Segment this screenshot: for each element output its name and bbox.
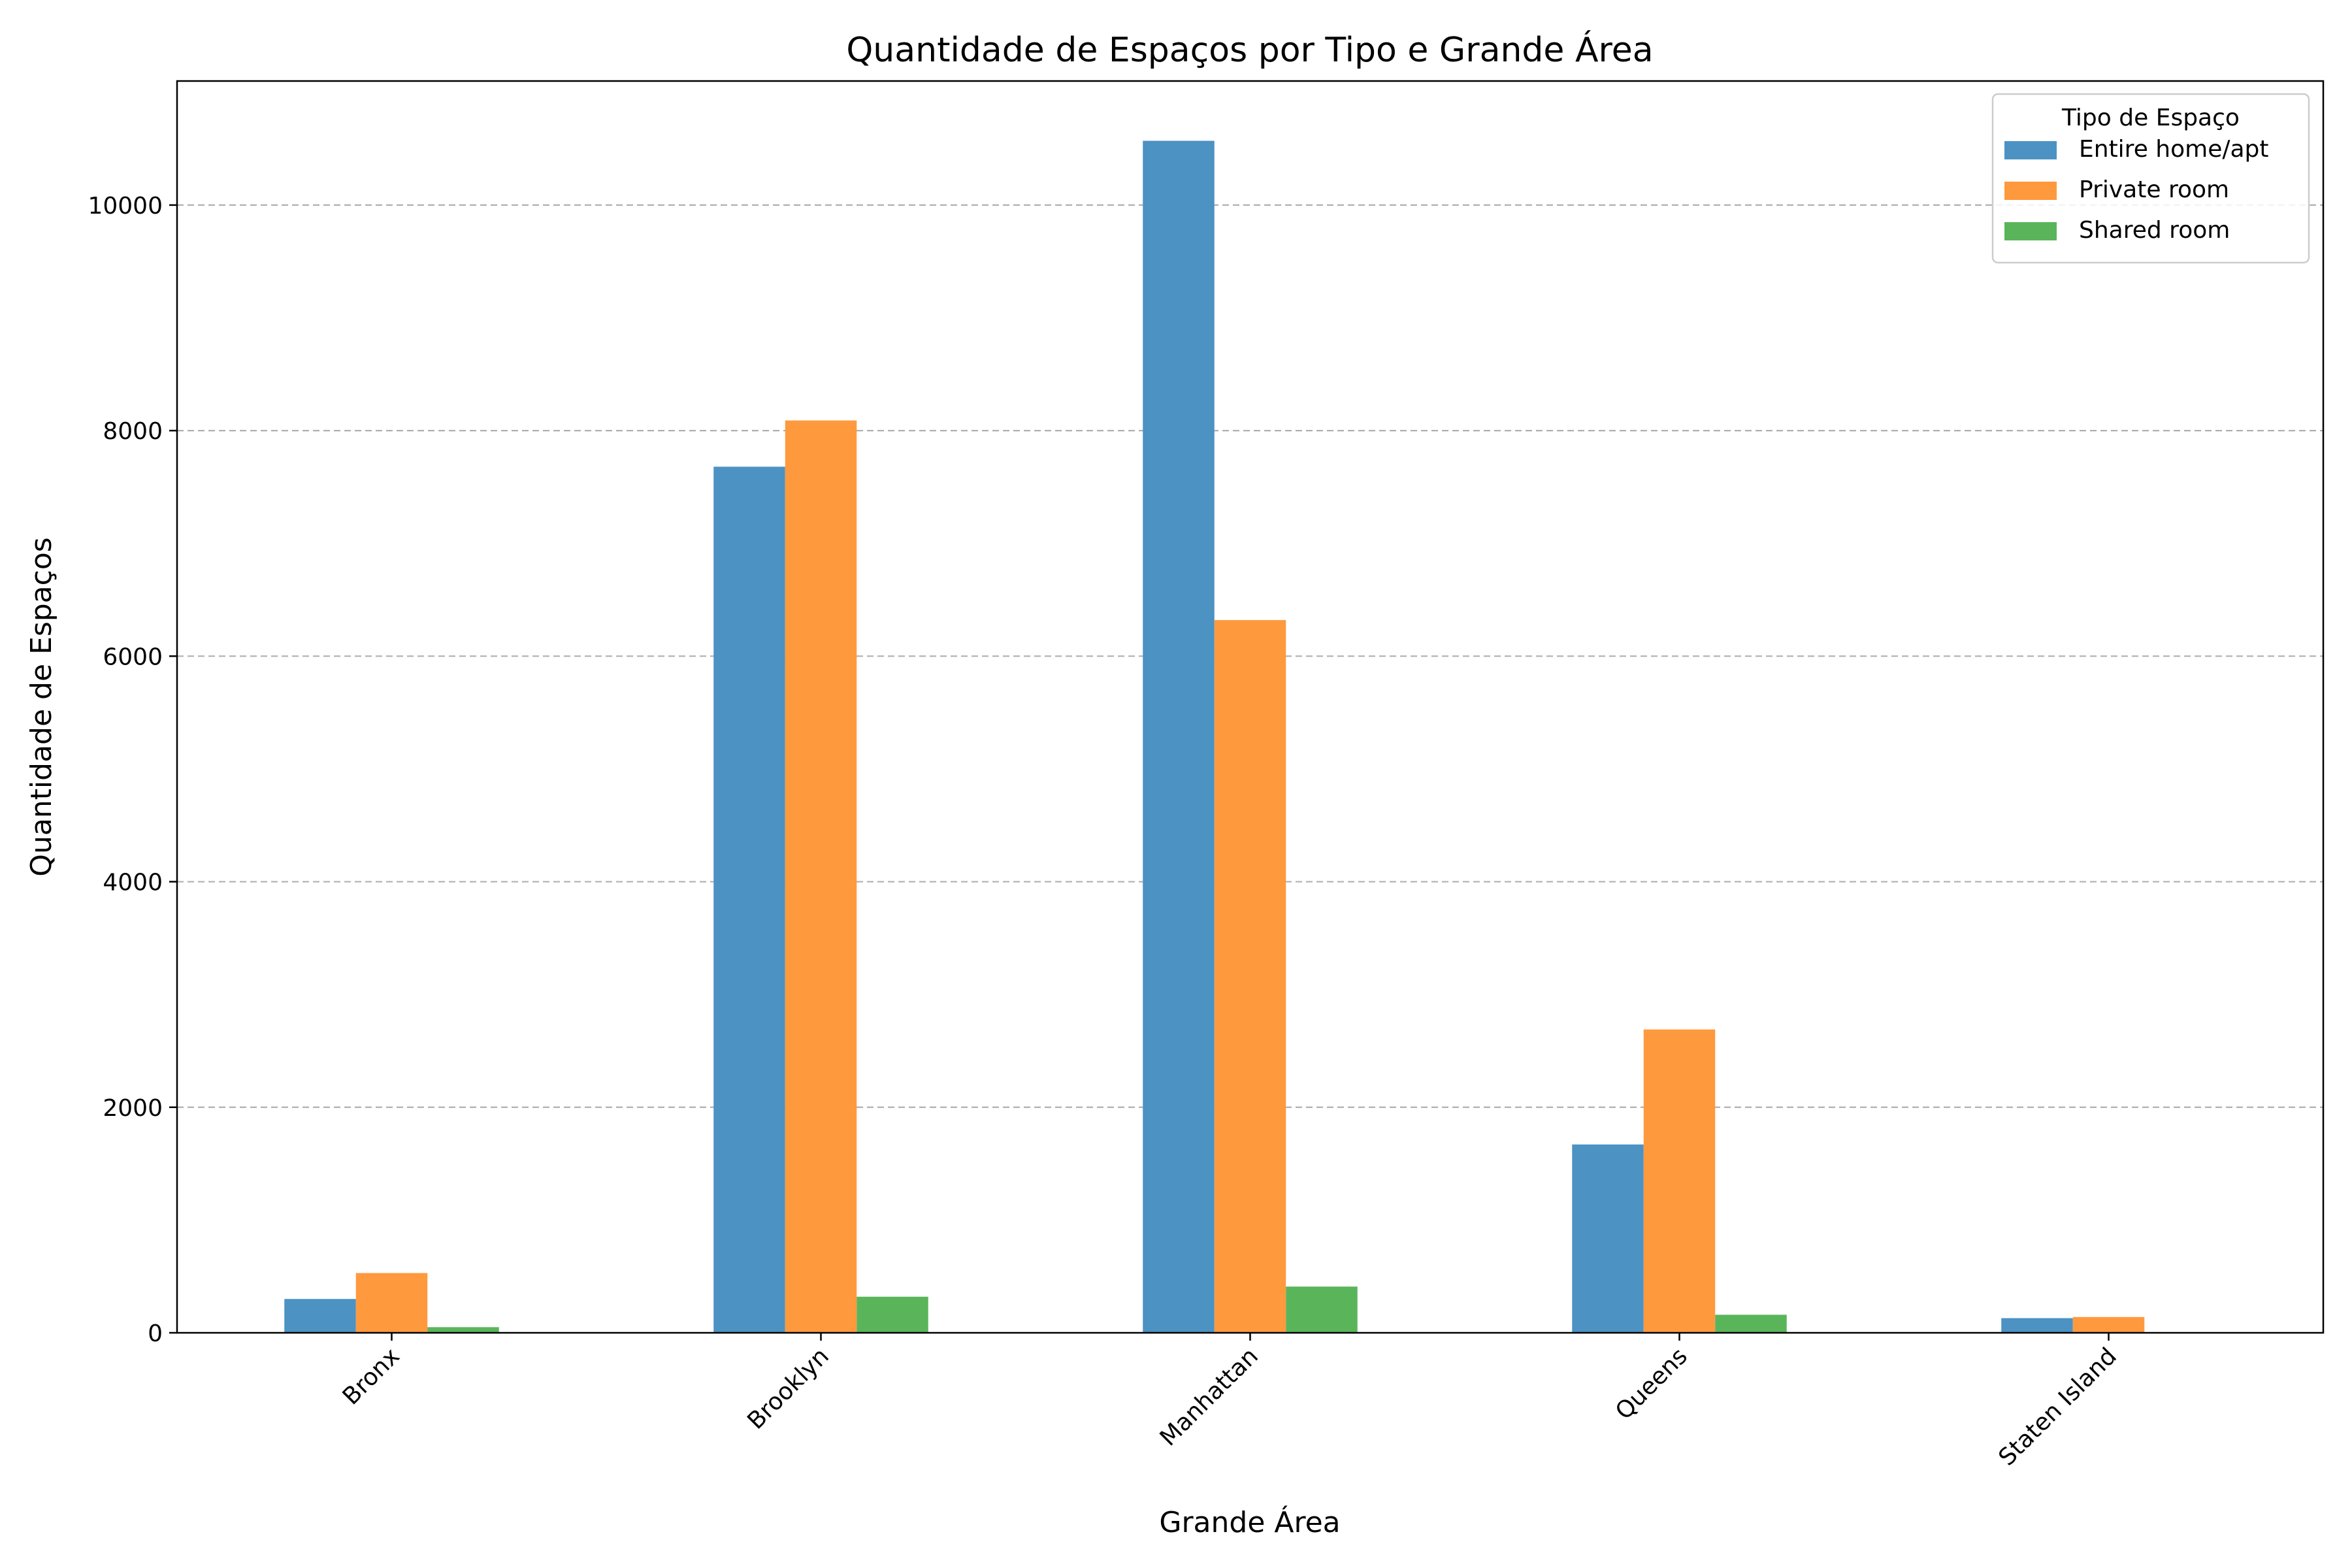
y-axis-ticks: 0 2000 4000 6000 8000 10000 [88,193,177,1347]
bars [284,140,2145,1333]
x-tick-label: Brooklyn [742,1343,834,1435]
x-axis-label: Grande Área [1159,1505,1340,1539]
y-axis-label: Quantidade de Espaços [25,537,58,876]
y-tick-label: 0 [148,1320,163,1347]
bar-entire-home-apt-queens [1572,1144,1644,1333]
bar-entire-home-apt-brooklyn [713,466,785,1333]
x-tick-label: Manhattan [1155,1343,1264,1451]
chart-title: Quantidade de Espaços por Tipo e Grande … [846,30,1653,70]
bar-private-room-staten-island [2072,1316,2145,1333]
y-tick-label: 10000 [88,193,163,220]
legend-swatch [2004,182,2057,200]
y-tick-label: 6000 [103,644,163,670]
x-tick-label: Bronx [338,1343,405,1410]
bar-private-room-queens [1643,1029,1716,1333]
gridlines [177,204,2323,1108]
bar-shared-room-brooklyn [857,1296,928,1333]
legend-label: Entire home/apt [2079,136,2269,163]
bar-entire-home-apt-bronx [284,1299,356,1333]
y-tick-label: 4000 [103,870,163,896]
legend-box [1991,93,2310,264]
bar-private-room-brooklyn [785,420,857,1333]
bar-shared-room-queens [1715,1315,1787,1333]
legend-label: Shared room [2079,217,2230,244]
bar-private-room-bronx [355,1273,428,1333]
legend-label: Private room [2079,176,2229,203]
bar-entire-home-apt-manhattan [1143,140,1215,1333]
legend-title: Tipo de Espaço [2061,105,2240,131]
bar-entire-home-apt-staten-island [2001,1318,2073,1333]
bar-shared-room-manhattan [1286,1286,1358,1333]
bar-private-room-manhattan [1214,620,1286,1333]
legend-swatch [2004,141,2057,159]
x-axis-ticks: Bronx Brooklyn Manhattan Queens Staten Islan… [338,1333,2122,1471]
bar-shared-room-bronx [427,1327,499,1333]
y-tick-label: 2000 [103,1095,163,1122]
x-tick-label: Queens [1610,1343,1693,1425]
legend: Tipo de Espaço Entire home/apt Private ro… [1991,93,2310,264]
y-tick-label: 8000 [103,418,163,445]
legend-swatch [2004,222,2057,240]
x-tick-label: Staten Island [1994,1343,2122,1471]
